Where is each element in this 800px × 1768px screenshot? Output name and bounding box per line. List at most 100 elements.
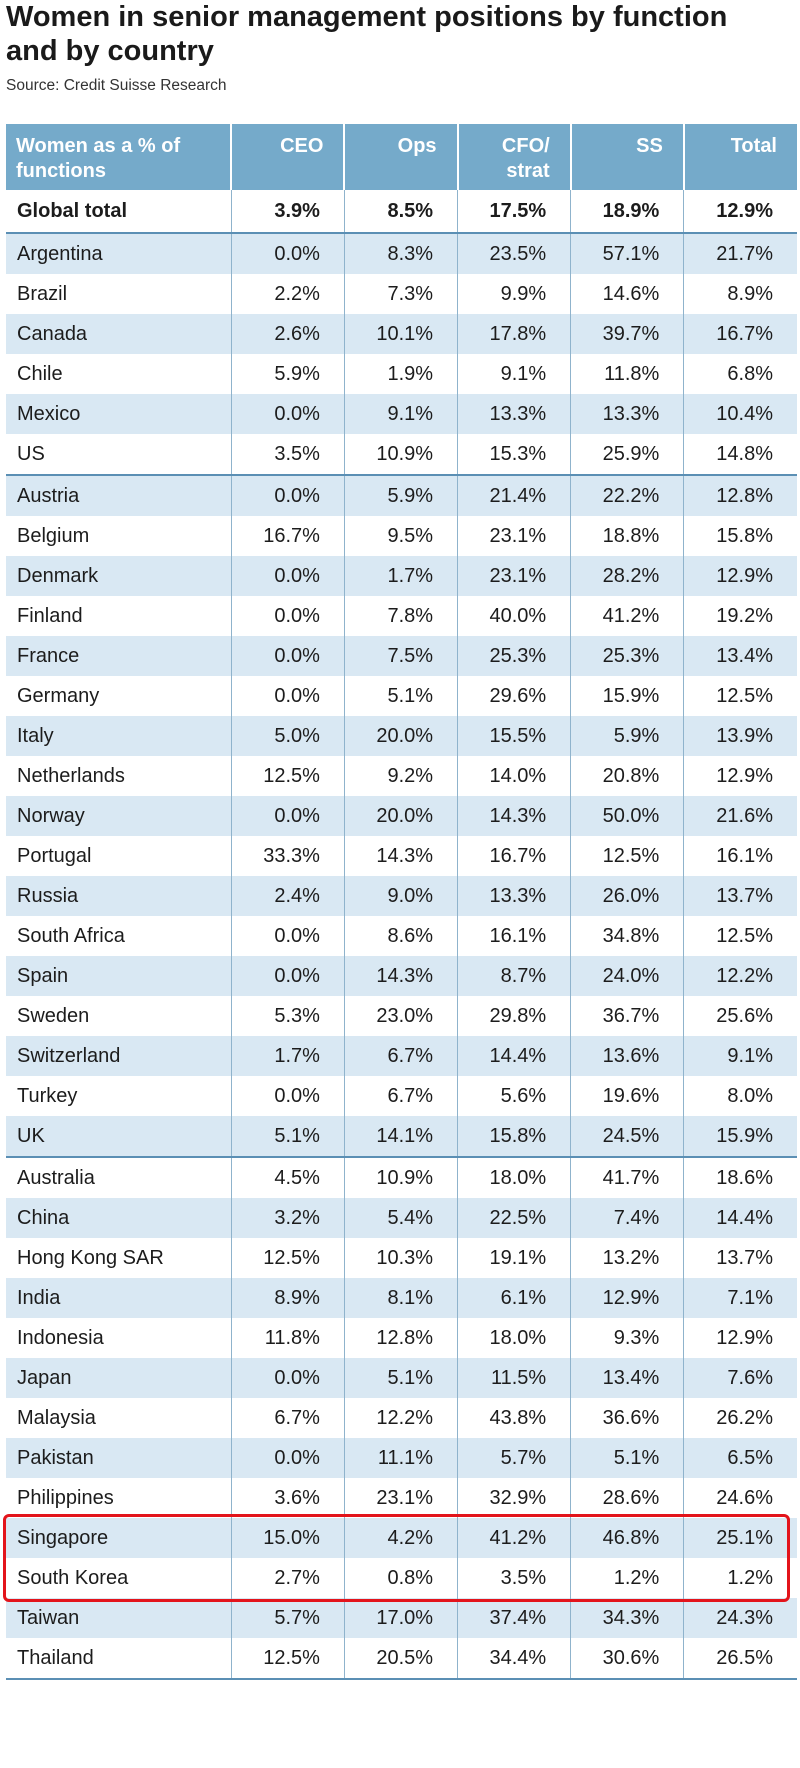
- table-cell: 30.6%: [570, 1638, 684, 1680]
- row-label: Mexico: [6, 394, 232, 434]
- row-label: India: [6, 1278, 232, 1318]
- table-cell: 41.2%: [570, 596, 684, 636]
- row-label: Chile: [17, 362, 63, 385]
- table-cell: 57.1%: [570, 233, 684, 274]
- table-cell: 8.3%: [343, 233, 458, 274]
- table-cell: 8.6%: [343, 916, 458, 956]
- table-row: Brazil 2.2% 7.3% 9.9% 14.6% 8.9%: [6, 274, 797, 314]
- table-cell: 0.0%: [230, 394, 345, 434]
- table-cell: 3.6%: [230, 1478, 345, 1518]
- table-cell: 0.8%: [343, 1558, 458, 1598]
- table-cell: 12.9%: [683, 1318, 797, 1358]
- table-cell: 14.0%: [457, 756, 571, 796]
- table-cell: 23.5%: [457, 233, 571, 274]
- table-cell: 9.2%: [343, 756, 458, 796]
- table-cell: 9.9%: [457, 274, 571, 314]
- table-cell: 24.6%: [683, 1478, 797, 1518]
- row-label: Italy: [6, 716, 232, 756]
- table-cell: 9.5%: [343, 516, 458, 556]
- table-cell: 9.1%: [683, 1036, 797, 1076]
- table-cell: 14.3%: [457, 796, 571, 836]
- row-label: South Africa: [17, 924, 125, 947]
- table-cell: 8.5%: [343, 190, 458, 234]
- row-label: Austria: [6, 474, 232, 516]
- table-cell: 25.3%: [570, 636, 684, 676]
- global-total-row: Global total 3.9% 8.5% 17.5% 18.9% 12.9%: [6, 190, 797, 234]
- table-cell: 26.0%: [570, 876, 684, 916]
- table-cell: 0.0%: [230, 636, 345, 676]
- data-table-wrapper: Women as a % of functions CEO Ops CFO/ st…: [6, 124, 797, 1680]
- table-cell: 34.4%: [457, 1638, 571, 1680]
- table-cell: 14.3%: [343, 956, 458, 996]
- table-row: Hong Kong SAR 12.5% 10.3% 19.1% 13.2% 13.7%: [6, 1238, 797, 1278]
- table-cell: 12.5%: [230, 1238, 345, 1278]
- table-row: Singapore 15.0% 4.2% 41.2% 46.8% 25.1%: [6, 1518, 797, 1558]
- table-cell: 19.2%: [683, 596, 797, 636]
- table-cell: 12.9%: [683, 190, 797, 234]
- table-cell: 12.5%: [683, 916, 797, 956]
- table-row: Argentina 0.0% 8.3% 23.5% 57.1% 21.7%: [6, 233, 797, 274]
- table-cell: 10.3%: [343, 1238, 458, 1278]
- table-cell: 41.2%: [457, 1518, 571, 1558]
- table-cell: 15.8%: [457, 1116, 571, 1157]
- table-cell: 19.1%: [457, 1238, 571, 1278]
- table-cell: 24.3%: [683, 1598, 797, 1638]
- table-cell: 23.1%: [457, 516, 571, 556]
- table-cell: 43.8%: [457, 1398, 571, 1438]
- chart-title: Women in senior management positions by …: [6, 1, 728, 67]
- table-row: Denmark 0.0% 1.7% 23.1% 28.2% 12.9%: [6, 556, 797, 596]
- row-label: Portugal: [17, 844, 92, 867]
- table-cell: 25.3%: [457, 636, 571, 676]
- table-cell: 25.9%: [570, 434, 684, 475]
- table-cell: 7.1%: [683, 1278, 797, 1318]
- table-cell: 15.9%: [683, 1116, 797, 1157]
- table-row: Canada 2.6% 10.1% 17.8% 39.7% 16.7%: [6, 314, 797, 354]
- table-cell: 10.1%: [343, 314, 458, 354]
- table-cell: 21.7%: [683, 233, 797, 274]
- table-cell: 20.5%: [343, 1638, 458, 1680]
- table-cell: 2.2%: [230, 274, 345, 314]
- table-cell: 5.0%: [230, 716, 345, 756]
- column-header: CFO/ strat: [456, 124, 571, 190]
- table-cell: 12.5%: [683, 676, 797, 716]
- row-label: US: [17, 442, 45, 465]
- chart-source: Source: Credit Suisse Research: [6, 77, 227, 94]
- table-cell: 13.3%: [457, 876, 571, 916]
- table-cell: 23.1%: [343, 1478, 458, 1518]
- table-cell: 4.5%: [230, 1156, 345, 1198]
- row-label: Sweden: [17, 1004, 90, 1027]
- table-cell: 14.6%: [570, 274, 684, 314]
- row-label: Taiwan: [6, 1598, 232, 1638]
- table-cell: 12.5%: [230, 756, 345, 796]
- table-cell: 5.3%: [230, 996, 345, 1036]
- table-cell: 7.8%: [343, 596, 458, 636]
- table-cell: 10.9%: [343, 434, 458, 475]
- table-row: Austria 0.0% 5.9% 21.4% 22.2% 12.8%: [6, 474, 797, 516]
- table-cell: 16.1%: [457, 916, 571, 956]
- table-cell: 5.9%: [343, 474, 458, 516]
- row-label: Netherlands: [17, 764, 125, 787]
- column-header: Total: [682, 124, 797, 190]
- table-cell: 1.2%: [683, 1558, 797, 1598]
- table-cell: 4.2%: [343, 1518, 458, 1558]
- table-cell: 3.5%: [457, 1558, 571, 1598]
- table-cell: 12.2%: [343, 1398, 458, 1438]
- table-cell: 6.8%: [683, 354, 797, 394]
- table-cell: 14.3%: [343, 836, 458, 876]
- table-cell: 5.1%: [343, 1358, 458, 1398]
- row-label: Indonesia: [17, 1326, 104, 1349]
- row-label: Thailand: [6, 1638, 232, 1680]
- table-cell: 5.7%: [230, 1598, 345, 1638]
- table-cell: 2.6%: [230, 314, 345, 354]
- row-label: Switzerland: [6, 1036, 232, 1076]
- row-label: Global total: [6, 190, 232, 234]
- table-cell: 15.3%: [457, 434, 571, 475]
- table-cell: 0.0%: [230, 1438, 345, 1478]
- row-label: China: [6, 1198, 232, 1238]
- table-row: Japan 0.0% 5.1% 11.5% 13.4% 7.6%: [6, 1358, 797, 1398]
- table-cell: 5.1%: [343, 676, 458, 716]
- table-cell: 0.0%: [230, 676, 345, 716]
- table-cell: 21.6%: [683, 796, 797, 836]
- table-cell: 22.2%: [570, 474, 684, 516]
- table-cell: 23.0%: [343, 996, 458, 1036]
